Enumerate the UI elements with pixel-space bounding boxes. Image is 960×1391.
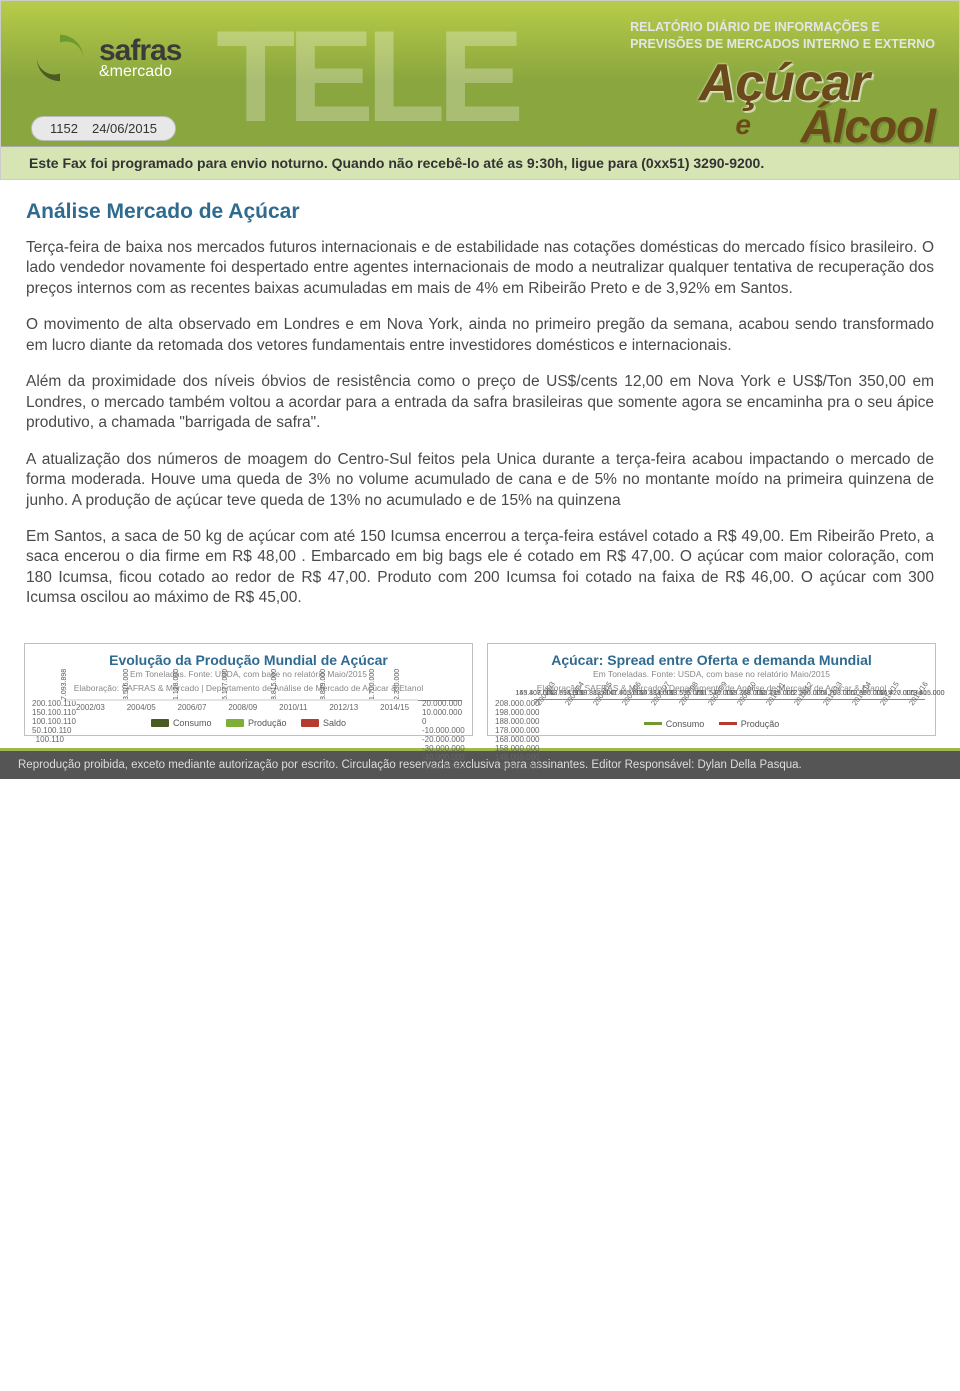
bar-chart-area: 200.100.110150.100.110100.100.11050.100.… [65,699,462,701]
line-chart-sub1: Em Toneladas. Fonte: USDA, com base no r… [496,669,927,679]
issue-number: 1152 [50,121,78,136]
legend-line-consumo: Consumo [644,719,705,729]
issue-pill: 1152 24/06/2015 [31,116,176,141]
bar-y-right: 20.000.00010.000.0000-10.000.000-20.000.… [420,699,462,700]
bar-chart-card: Evolução da Produção Mundial de Açúcar E… [24,643,473,736]
article-body: Análise Mercado de Açúcar Terça-feira de… [0,180,960,643]
line-chart-card: Açúcar: Spread entre Oferta e demanda Mu… [487,643,936,736]
bar-legend: Consumo Produção Saldo [33,718,464,729]
legend-consumo: Consumo [151,718,212,728]
line-chart-title: Açúcar: Spread entre Oferta e demanda Mu… [496,652,927,668]
title-alcohol: Álcool [800,99,935,153]
paragraph: Em Santos, a saca de 50 kg de açúcar com… [26,527,934,609]
report-sub-l1: RELATÓRIO DIÁRIO DE INFORMAÇÕES E [630,19,935,36]
section-title: Análise Mercado de Açúcar [26,200,934,224]
brand-name-l2: &mercado [99,64,181,80]
paragraph: Além da proximidade dos níveis óbvios de… [26,372,934,433]
title-and: e [735,109,751,141]
report-subtitle: RELATÓRIO DIÁRIO DE INFORMAÇÕES E PREVIS… [630,19,935,53]
line-legend: Consumo Produção [496,717,927,729]
tele-watermark: TELE [216,1,516,151]
bar-y-left: 200.100.110150.100.110100.100.11050.100.… [32,699,64,700]
brand-logo: safras &mercado [31,29,181,87]
legend-line-producao: Produção [719,719,780,729]
fax-bar: Este Fax foi programado para envio notur… [1,146,959,179]
line-x-ticks: 2002/032003/042004/052005/062006/072007/… [534,702,925,711]
paragraph: Terça-feira de baixa nos mercados futuro… [26,238,934,299]
page-footer: Reprodução proibida, exceto mediante aut… [0,748,960,779]
bar-chart-title: Evolução da Produção Mundial de Açúcar [33,652,464,668]
legend-saldo: Saldo [301,718,346,728]
bar-x-ticks: 2002/032004/052006/072008/092010/112012/… [65,703,420,712]
paragraph: A atualização dos números de moagem do C… [26,450,934,511]
legend-producao: Produção [226,718,287,728]
brand-name-l1: safras [99,36,181,66]
brand-swirl-icon [31,29,89,87]
charts-row: Evolução da Produção Mundial de Açúcar E… [0,643,960,748]
report-sub-l2: PREVISÕES DE MERCADOS INTERNO E EXTERNO [630,36,935,53]
paragraph: O movimento de alta observado em Londres… [26,315,934,356]
issue-date: 24/06/2015 [92,121,157,136]
page-header: safras &mercado 1152 24/06/2015 TELE REL… [0,0,960,180]
